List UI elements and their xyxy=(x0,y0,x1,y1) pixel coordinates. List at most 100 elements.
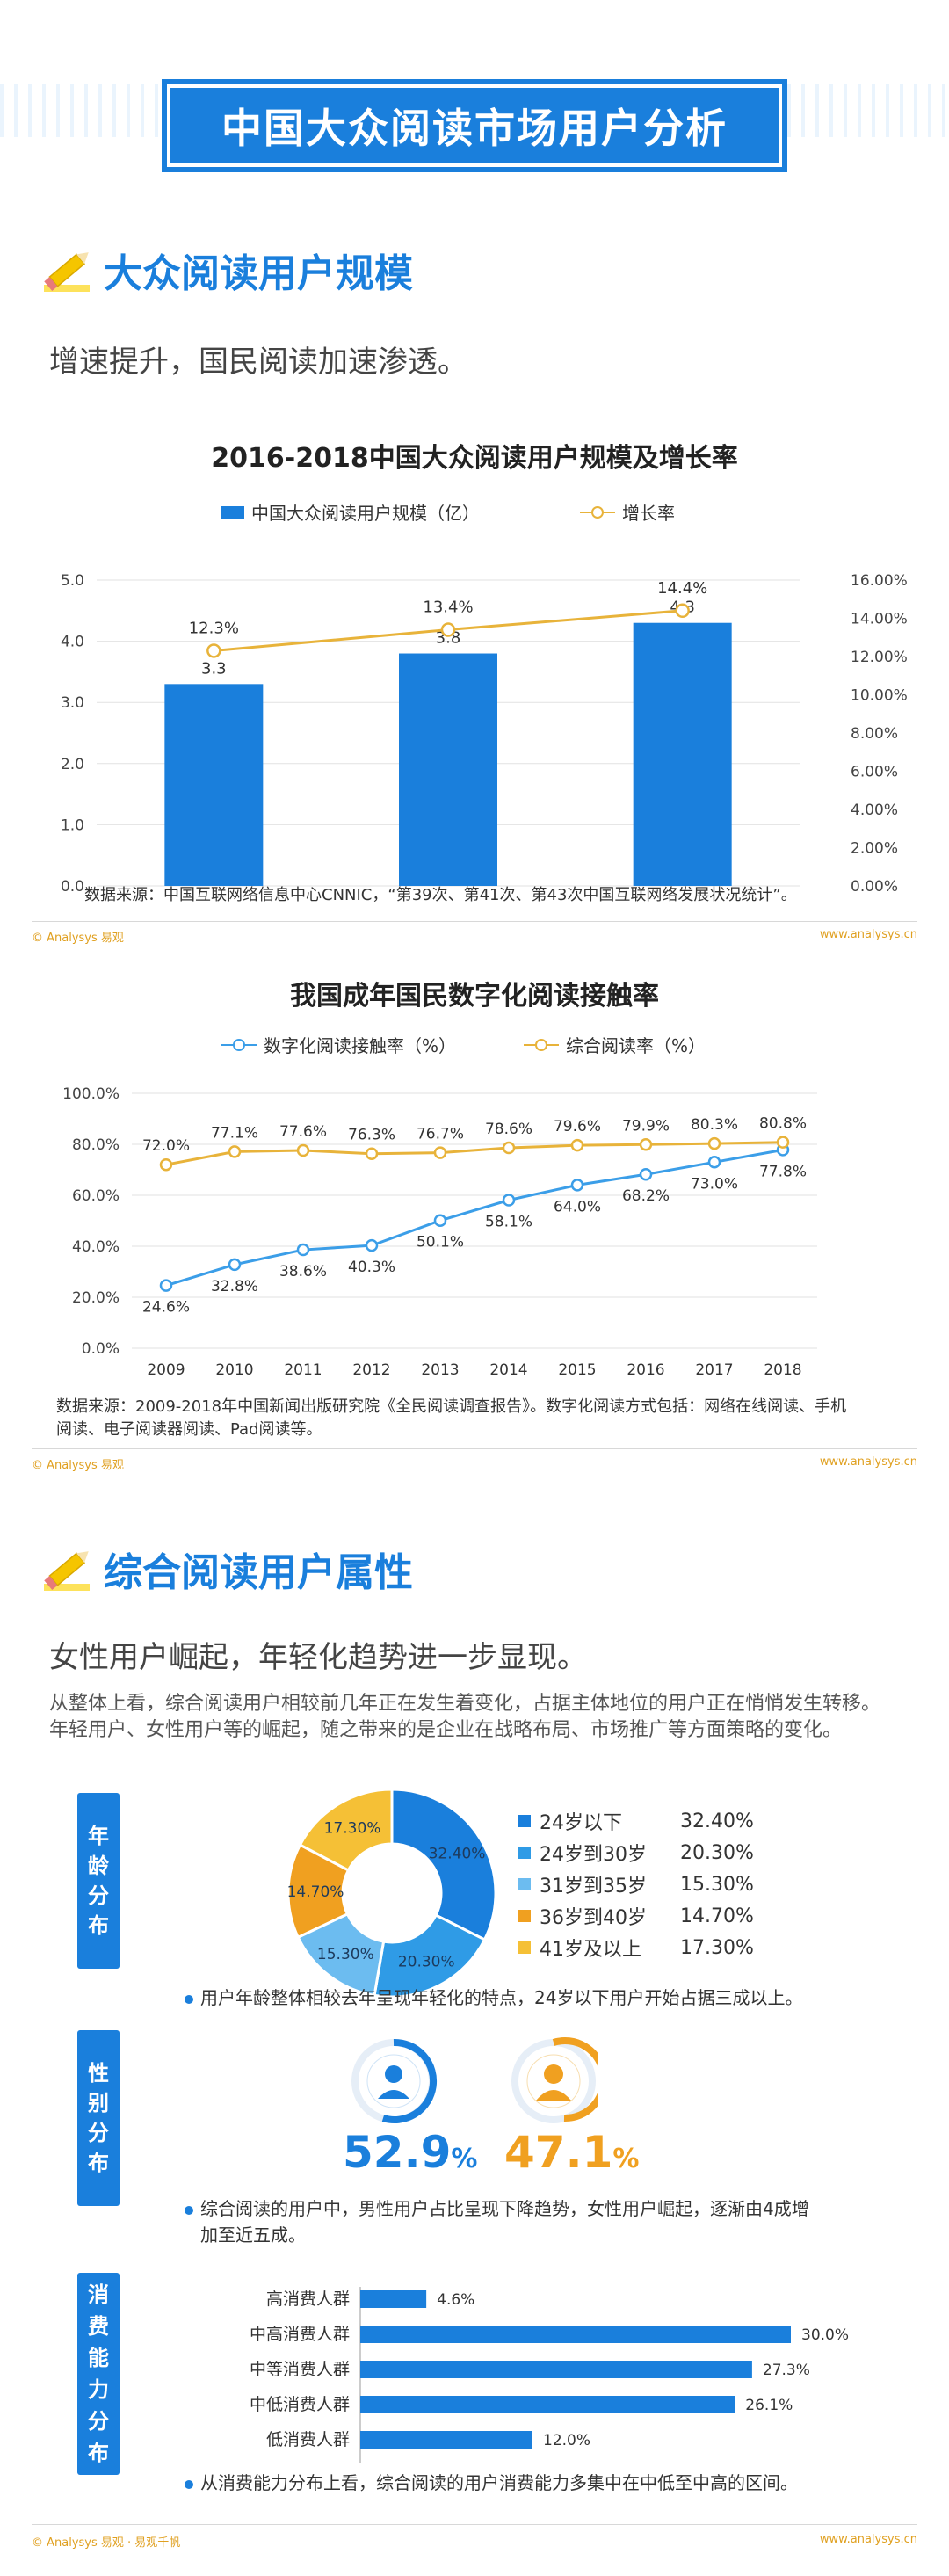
pct-sign: % xyxy=(451,2144,478,2174)
footer: © Analysys 易观 www.analysys.cn xyxy=(32,1455,917,1472)
data-label: 79.9% xyxy=(622,1117,670,1135)
category-label: 低消费人群 xyxy=(266,2430,350,2449)
divider xyxy=(32,1448,917,1449)
legend-label: 31岁到35岁 xyxy=(540,1876,647,1898)
page-title: 中国大众阅读市场用户分析 xyxy=(162,79,787,172)
consumption-note: 从消费能力分布上看，综合阅读的用户消费能力多集中在中低至中高的区间。 xyxy=(185,2470,798,2496)
data-label: 76.7% xyxy=(417,1126,464,1143)
tab-char: 布 xyxy=(88,2151,109,2175)
growth-point xyxy=(206,643,221,658)
male-icon xyxy=(351,2038,438,2123)
bar-data-label: 12.0% xyxy=(543,2432,590,2449)
data-label: 72.0% xyxy=(142,1137,190,1155)
series-point xyxy=(433,1214,447,1227)
divider xyxy=(32,921,917,922)
y-tick-label: 5.0 xyxy=(61,572,84,590)
tab-char: 力 xyxy=(88,2377,109,2402)
legend-label: 综合阅读率（%） xyxy=(566,1035,706,1056)
series-point xyxy=(639,1138,653,1151)
legend-label: 24岁到30岁 xyxy=(540,1844,647,1866)
series-point xyxy=(433,1146,447,1159)
gender-note-line2: 加至近五成。 xyxy=(200,2224,306,2246)
female-icon xyxy=(511,2037,598,2123)
y2-tick-label: 2.00% xyxy=(851,840,898,858)
bar xyxy=(399,653,497,886)
section2-title-text: 综合阅读用户属性 xyxy=(104,1550,413,1595)
footer-right: www.analysys.cn xyxy=(819,1455,917,1469)
growth-data-label: 13.4% xyxy=(423,599,473,617)
slice-label: 14.70% xyxy=(287,1883,344,1901)
category-label: 中高消费人群 xyxy=(250,2325,350,2344)
series-point xyxy=(365,1147,379,1160)
bar-data-label: 27.3% xyxy=(763,2362,810,2379)
female-percentage: 47.1% xyxy=(504,2127,639,2178)
y-tick-label: 100.0% xyxy=(62,1085,120,1103)
y-tick-label: 40.0% xyxy=(72,1238,120,1256)
footer-left: © Analysys 易观 xyxy=(32,1459,124,1472)
divider xyxy=(32,2524,917,2525)
series-point xyxy=(159,1279,173,1292)
category-label: 中等消费人群 xyxy=(250,2360,350,2379)
legend-swatch xyxy=(518,1815,531,1827)
pencil-icon xyxy=(37,1538,98,1600)
data-label: 80.3% xyxy=(691,1116,738,1134)
legend-swatch xyxy=(518,1910,531,1922)
bar-data-label: 3.3 xyxy=(201,659,227,678)
series-point xyxy=(776,1136,790,1149)
chart2-plot: 0.0% 20.0% 40.0% 60.0% 80.0% 100.0% 2009 2010 20… xyxy=(62,1085,817,1379)
tab-char: 费 xyxy=(88,2314,109,2339)
legend-row: 24岁到30岁 20.30% xyxy=(518,1837,754,1869)
age-note: 用户年龄整体相较去年呈现年轻化的特点，24岁以下用户开始占据三成以上。 xyxy=(185,1985,802,2011)
bullet-dot xyxy=(185,1994,193,2004)
legend-row: 36岁到40岁 14.70% xyxy=(518,1900,754,1932)
chart1-title: 2016-2018中国大众阅读用户规模及增长率 xyxy=(211,443,738,474)
x-tick-label: 2018 xyxy=(764,1361,801,1379)
legend-value: 20.30% xyxy=(680,1841,754,1864)
gender-note: 综合阅读的用户中，男性用户占比呈现下降趋势，女性用户崛起，逐渐由4成增 加至近五… xyxy=(185,2195,809,2248)
bar xyxy=(360,2290,427,2308)
legend-label: 36岁到40岁 xyxy=(540,1907,647,1929)
data-label: 80.8% xyxy=(759,1115,807,1133)
y-tick-label: 60.0% xyxy=(72,1187,120,1205)
bar-data-label: 4.6% xyxy=(437,2291,474,2309)
legend-swatch xyxy=(221,505,244,519)
bar xyxy=(360,2396,735,2413)
bullet-dot xyxy=(185,2479,193,2489)
data-label: 68.2% xyxy=(622,1187,670,1205)
tab-char: 性 xyxy=(88,2061,109,2086)
series-line xyxy=(165,1148,784,1288)
y-tick-label: 20.0% xyxy=(72,1289,120,1307)
section1-subtitle: 增速提升，国民阅读加速渗透。 xyxy=(49,345,467,380)
section1-header: 大众阅读用户规模 xyxy=(37,239,418,301)
legend-row: 24岁以下 32.40% xyxy=(518,1805,754,1837)
section2-title: 综合阅读用户属性 xyxy=(98,1541,418,1597)
legend-row: 41岁及以上 17.30% xyxy=(518,1932,754,1963)
section2-header: 综合阅读用户属性 xyxy=(37,1538,418,1600)
legend-value: 17.30% xyxy=(680,1936,754,1959)
legend-label: 41岁及以上 xyxy=(540,1939,641,1961)
x-tick-label: 2011 xyxy=(284,1361,322,1379)
footer: © Analysys 易观 www.analysys.cn xyxy=(32,928,917,945)
chart1-source: 数据来源：中国互联网络信息中心CNNIC，“第39次、第41次、第43次中国互联… xyxy=(84,886,797,904)
male-pct-value: 52.9 xyxy=(343,2127,452,2178)
series-point xyxy=(159,1157,173,1172)
chart2-source: 数据来源：2009-2018年中国新闻出版研究院《全民阅读调查报告》。数字化阅读… xyxy=(56,1396,846,1441)
chart2-source-line2: 阅读、电子阅读器阅读、Pad阅读等。 xyxy=(56,1420,322,1439)
footer-left: © Analysys 易观 xyxy=(32,932,124,945)
growth-point xyxy=(440,622,456,637)
data-label: 32.8% xyxy=(211,1278,258,1295)
chart1-legend-line: 增长率 xyxy=(580,499,675,525)
data-label: 73.0% xyxy=(691,1175,738,1193)
age-donut-chart: 32.40% 20.30% 15.30% 14.70% 17.30% xyxy=(286,1788,497,1999)
series-point xyxy=(365,1238,379,1252)
data-label: 24.6% xyxy=(142,1299,190,1317)
chart1-plot: 0.0 1.0 2.0 3.0 4.0 5.0 0.00% 2.00% 4.00% 6.00% 8.… xyxy=(61,572,908,896)
bar xyxy=(633,622,732,886)
legend-line-marker xyxy=(221,1038,257,1051)
pencil-icon xyxy=(37,239,98,301)
series-point xyxy=(502,1194,516,1207)
bar-data-label: 3.8 xyxy=(436,629,461,648)
y-tick-label: 80.0% xyxy=(72,1136,120,1154)
legend-line-marker xyxy=(580,505,615,519)
legend-label: 24岁以下 xyxy=(540,1812,622,1834)
